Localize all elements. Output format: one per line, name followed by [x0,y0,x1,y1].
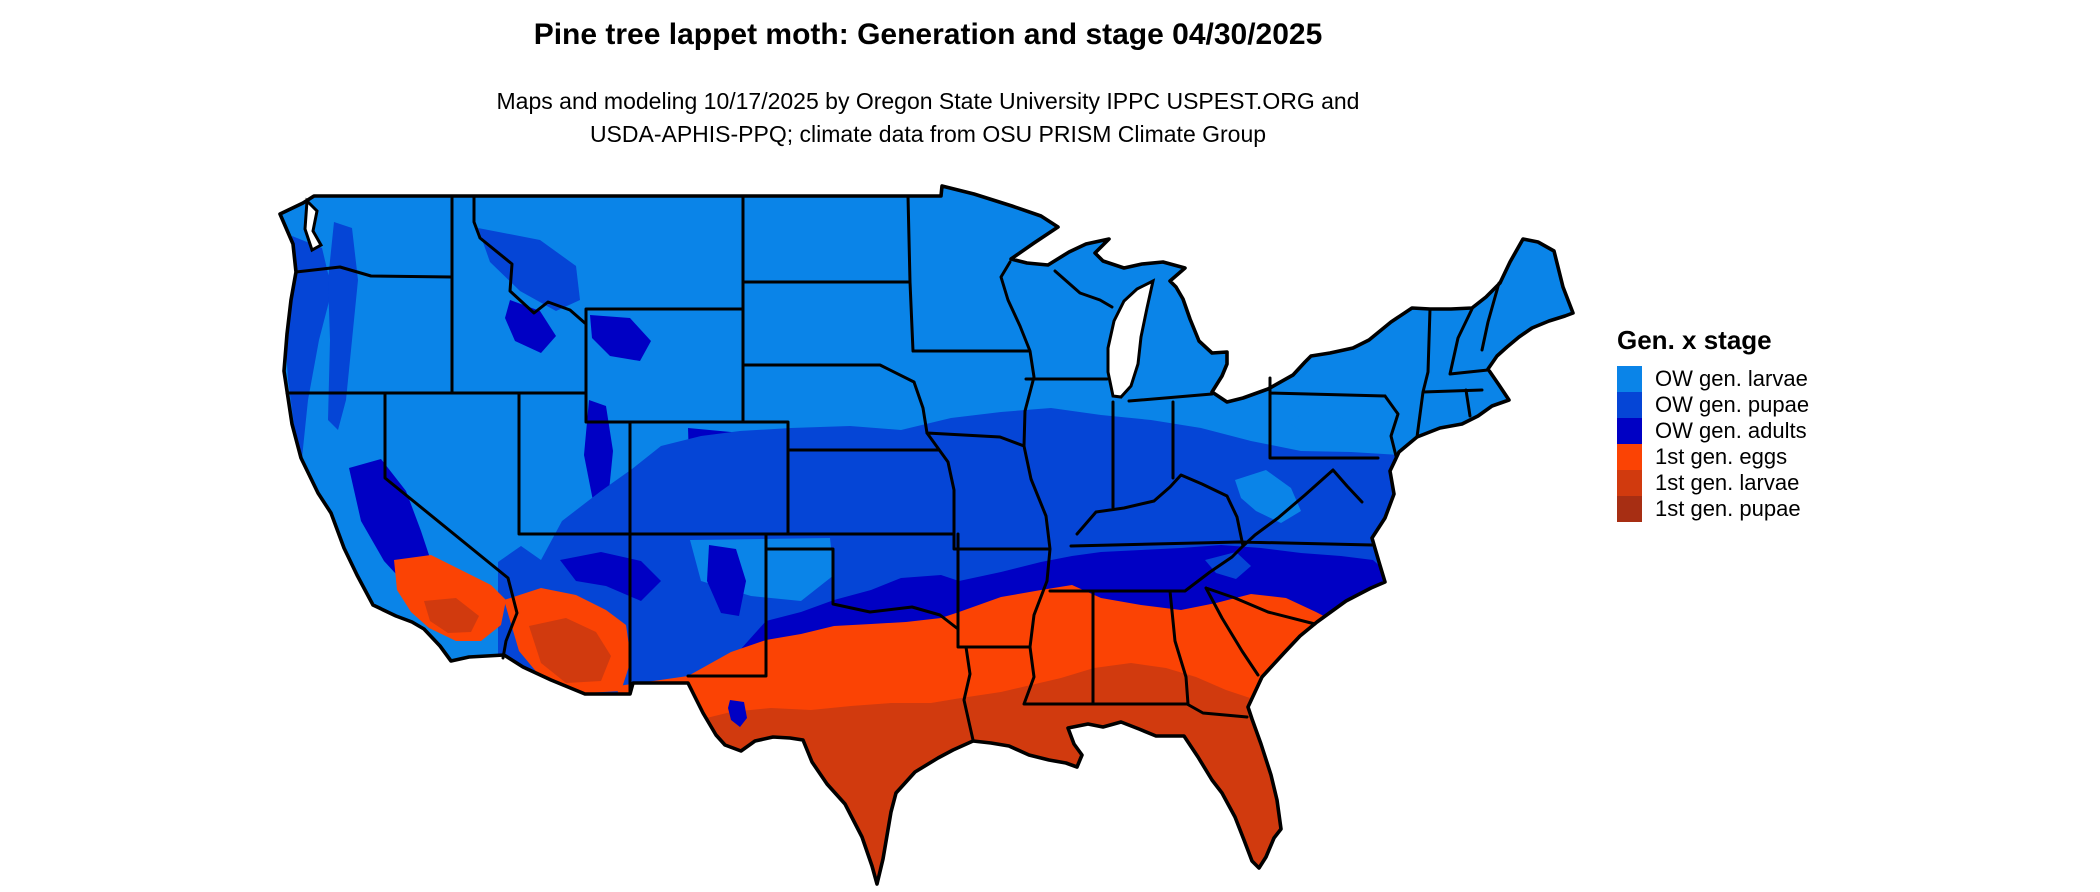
us-outline [278,184,1575,886]
legend-label-1st-pupae: 1st gen. pupae [1655,496,1801,521]
stage-regions [280,186,1573,884]
subtitle-line-2: USDA-APHIS-PPQ; climate data from OSU PR… [589,121,1267,147]
legend-swatch-1st-pupae [1617,496,1642,522]
legend-item-1st-eggs: 1st gen. eggs [1617,444,1917,470]
legend-label-ow-adults: OW gen. adults [1655,418,1807,443]
legend-item-1st-pupae: 1st gen. pupae [1617,496,1917,522]
legend-item-ow-adults: OW gen. adults [1617,418,1917,444]
legend-label-1st-eggs: 1st gen. eggs [1655,444,1788,469]
region-ow-pupae-west-coast [283,236,345,552]
region-eggs-socal [394,555,506,641]
legend-swatch-ow-larvae [1617,366,1642,392]
subtitle-line-1: Maps and modeling 10/17/2025 by Oregon S… [496,88,1360,114]
legend-items: OW gen. larvae OW gen. pupae OW gen. adu… [1617,366,1917,522]
region-ow-pupae-montana [478,228,580,311]
legend-swatch-ow-pupae [1617,392,1642,418]
region-ow-adults-mogollon [560,552,661,601]
lake-michigan [1106,278,1156,399]
state-borders [285,194,1501,742]
legend: Gen. x stage OW gen. larvae OW gen. pupa… [1617,325,1917,522]
legend-label-1st-larvae: 1st gen. larvae [1655,470,1800,495]
legend-swatch-1st-eggs [1617,444,1642,470]
region-ow-pupae-smokies [1205,552,1251,579]
region-ow-adults-idaho [505,300,556,353]
region-ow-adults-nm [707,545,746,616]
region-larvae-az-core [529,618,611,683]
legend-title: Gen. x stage [1617,325,1772,355]
legend-item-ow-pupae: OW gen. pupae [1617,392,1917,418]
page-title: Pine tree lappet moth: Generation and st… [533,18,1323,51]
legend-label-ow-larvae: OW gen. larvae [1655,366,1808,391]
legend-swatch-1st-larvae [1617,470,1642,496]
region-ow-adults-wasatch [584,400,613,506]
region-ow-larvae-penn-ridge [1286,408,1346,433]
region-ow-larvae-appalachia [1235,470,1301,523]
region-ow-pupae-cascades [328,222,358,430]
legend-item-ow-larvae: OW gen. larvae [1617,366,1917,392]
region-eggs-channel-islands [376,645,420,664]
legend-swatch-ow-adults [1617,418,1642,444]
region-pupae-keys [1204,865,1264,884]
puget-sound [303,197,324,253]
region-ow-adults-davis-mtns [728,700,747,727]
region-ow-adults-yellowstone [590,315,651,361]
legend-item-1st-larvae: 1st gen. larvae [1617,470,1917,496]
region-larvae-socal [424,598,479,633]
legend-label-ow-pupae: OW gen. pupae [1655,392,1810,417]
